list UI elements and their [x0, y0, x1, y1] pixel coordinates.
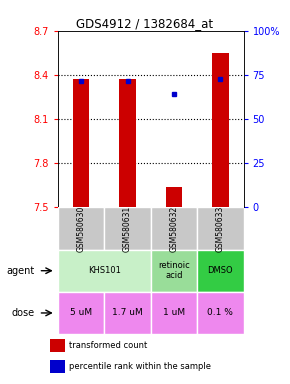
- Bar: [104, 292, 151, 334]
- Bar: [197, 250, 244, 292]
- Text: transformed count: transformed count: [69, 341, 148, 350]
- Text: GSM580633: GSM580633: [216, 205, 225, 252]
- Text: 5 uM: 5 uM: [70, 308, 92, 318]
- Bar: [151, 250, 197, 292]
- Bar: [197, 207, 244, 250]
- Text: GDS4912 / 1382684_at: GDS4912 / 1382684_at: [77, 17, 213, 30]
- Text: 0.1 %: 0.1 %: [207, 308, 233, 318]
- Text: 1 uM: 1 uM: [163, 308, 185, 318]
- Bar: [58, 292, 104, 334]
- Bar: [50, 360, 65, 373]
- Bar: [151, 207, 197, 250]
- Text: agent: agent: [7, 266, 35, 276]
- Bar: [104, 207, 151, 250]
- Bar: [166, 187, 182, 207]
- Bar: [197, 292, 244, 334]
- Bar: [212, 53, 229, 207]
- Bar: [50, 339, 65, 352]
- Bar: [73, 79, 89, 207]
- Text: 1.7 uM: 1.7 uM: [112, 308, 143, 318]
- Bar: [151, 292, 197, 334]
- Bar: [58, 250, 151, 292]
- Bar: [58, 207, 104, 250]
- Text: GSM580631: GSM580631: [123, 205, 132, 252]
- Bar: [119, 79, 136, 207]
- Text: GSM580630: GSM580630: [77, 205, 86, 252]
- Text: DMSO: DMSO: [208, 266, 233, 275]
- Text: dose: dose: [12, 308, 35, 318]
- Text: retinoic
acid: retinoic acid: [158, 261, 190, 280]
- Text: GSM580632: GSM580632: [169, 205, 179, 252]
- Text: percentile rank within the sample: percentile rank within the sample: [69, 362, 211, 371]
- Text: KHS101: KHS101: [88, 266, 121, 275]
